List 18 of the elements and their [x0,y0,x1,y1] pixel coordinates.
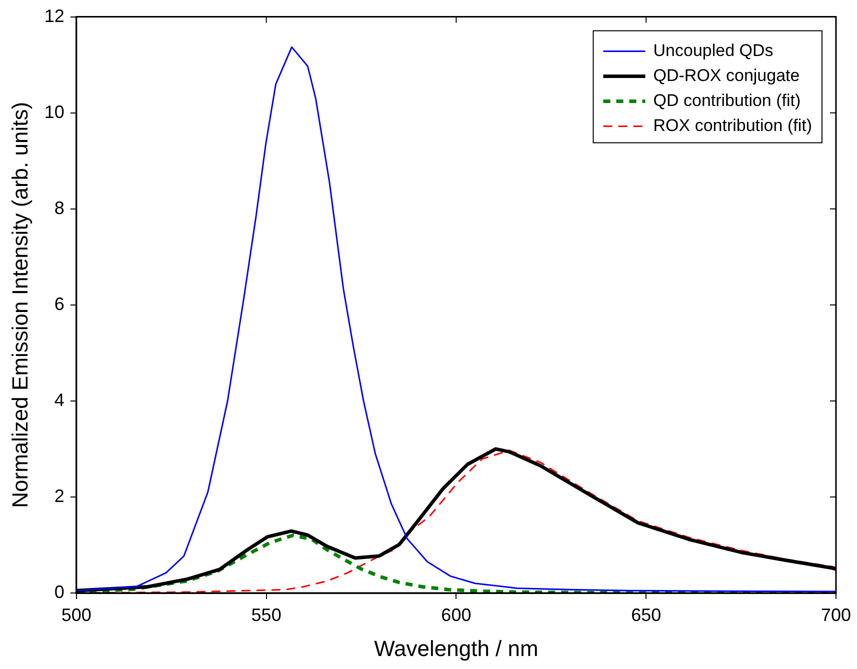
y-axis-title: Normalized Emission Intensity (arb. units) [7,102,32,508]
x-tick-label: 500 [61,604,92,625]
legend-label: QD contribution (fit) [653,90,801,110]
y-tick-label: 4 [54,390,64,410]
legend-label: ROX contribution (fit) [653,116,812,135]
y-tick-label: 2 [54,486,64,506]
y-tick-label: 0 [54,582,64,602]
x-tick-label: 650 [631,604,662,625]
x-axis-title: Wavelength / nm [374,636,538,661]
x-tick-label: 600 [441,604,472,625]
x-tick-label: 700 [820,604,852,625]
legend-label: Uncoupled QDs [653,40,774,60]
y-tick-label: 10 [44,102,64,122]
y-tick-label: 8 [54,198,64,218]
legend-label: QD-ROX conjugate [653,66,800,85]
y-tick-label: 6 [54,294,64,314]
x-tick-label: 550 [251,604,282,625]
y-tick-label: 12 [44,6,64,26]
